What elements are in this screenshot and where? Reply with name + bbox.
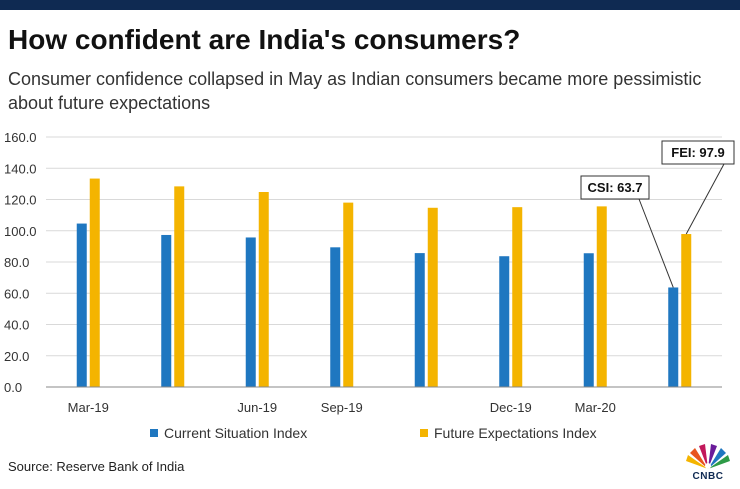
chart-title: How confident are India's consumers?: [8, 24, 521, 55]
legend-label-fei: Future Expectations Index: [434, 425, 597, 441]
csi-bar: [499, 256, 510, 387]
y-tick-label: 20.0: [4, 349, 29, 364]
y-tick-label: 120.0: [4, 193, 37, 208]
x-tick-label: Mar-20: [575, 400, 616, 415]
annotation-label: FEI: 97.9: [671, 145, 724, 160]
y-tick-label: 80.0: [4, 255, 29, 270]
fei-bar: [427, 207, 438, 387]
fei-bar: [89, 178, 100, 387]
bar-chart: 0.020.040.060.080.0100.0120.0140.0160.0 …: [4, 130, 735, 415]
fei-bar: [343, 202, 354, 387]
x-axis-tick-labels: Mar-19 Jun-19 Sep-19 Dec-19 Mar-20: [68, 400, 616, 415]
x-tick-label: Jun-19: [237, 400, 277, 415]
annotation-box: [580, 175, 650, 200]
gridlines: [46, 136, 722, 357]
legend-swatch-fei: [420, 429, 428, 437]
csi-bar: [414, 253, 425, 387]
fei-bar: [258, 192, 269, 387]
source-note: Source: Reserve Bank of India: [8, 459, 185, 474]
legend: Current Situation Index Future Expectati…: [150, 425, 710, 445]
fei-bar: [681, 234, 692, 387]
legend-item-csi: Current Situation Index: [150, 425, 307, 441]
logo-text: CNBC: [692, 471, 724, 482]
cnbc-logo: CNBC: [682, 442, 734, 482]
x-tick-label: Sep-19: [321, 400, 363, 415]
x-tick-label: Mar-19: [68, 400, 109, 415]
annotation-leader: [685, 163, 725, 235]
annotation-label: CSI: 63.7: [588, 180, 643, 195]
bars: [76, 178, 692, 387]
fei-bar: [512, 207, 523, 387]
chart-subtitle: Consumer confidence collapsed in May as …: [8, 69, 702, 113]
csi-bar: [668, 287, 679, 387]
fei-bar: [596, 206, 607, 387]
csi-bar: [330, 247, 341, 387]
y-tick-label: 40.0: [4, 318, 29, 333]
legend-item-fei: Future Expectations Index: [420, 425, 597, 441]
annotation-box: [661, 140, 735, 165]
csi-bar: [76, 223, 87, 387]
csi-bar: [583, 253, 594, 387]
csi-bar: [161, 234, 172, 387]
x-tick-label: Dec-19: [490, 400, 532, 415]
annotation-leader: [638, 198, 674, 288]
y-tick-label: 160.0: [4, 130, 37, 145]
fei-bar: [174, 186, 185, 387]
peacock-icon: [686, 444, 730, 469]
legend-label-csi: Current Situation Index: [164, 425, 308, 441]
y-tick-label: 140.0: [4, 161, 37, 176]
y-tick-label: 100.0: [4, 224, 37, 239]
csi-bar: [245, 237, 256, 387]
y-tick-label: 0.0: [4, 380, 22, 395]
legend-swatch-csi: [150, 429, 158, 437]
annotations: CSI: 63.7 FEI: 97.9: [580, 140, 735, 288]
y-tick-label: 60.0: [4, 286, 29, 301]
y-axis-tick-labels: 0.0 20.0 40.0 60.0 80.0 100.0 120.0 140.0 160.0: [4, 130, 37, 395]
top-bar: [0, 0, 740, 10]
